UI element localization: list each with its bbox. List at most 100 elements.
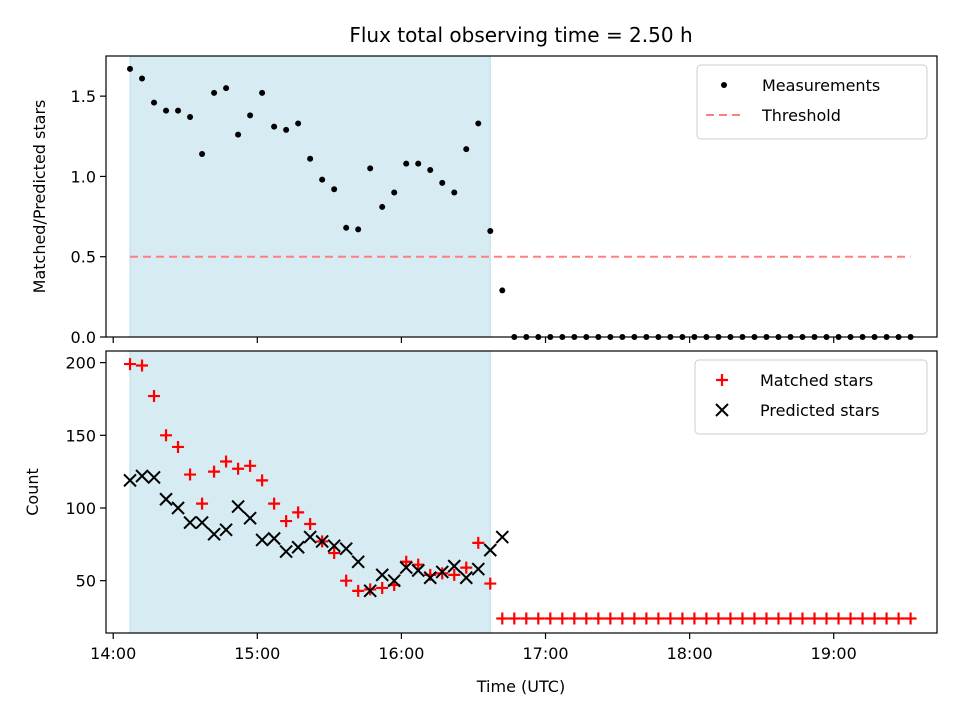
- matched-stars-point: [532, 612, 545, 625]
- matched-stars-point: [592, 612, 605, 625]
- x-tick-label: 19:00: [811, 644, 857, 663]
- matched-stars-point: [712, 612, 725, 625]
- legend-dot-marker: [721, 82, 727, 88]
- predicted-stars-point: [483, 543, 497, 557]
- predicted-stars-point: [303, 530, 317, 544]
- predicted-stars-point: [327, 539, 341, 553]
- predicted-stars-point: [435, 565, 449, 579]
- matched-stars-point: [232, 462, 245, 475]
- predicted-stars-point: [387, 573, 401, 588]
- matched-stars-point: [664, 612, 677, 625]
- measurement-point: [439, 179, 446, 186]
- measurement-point: [451, 189, 458, 196]
- matched-stars-point: [892, 612, 905, 625]
- matched-stars-point: [760, 612, 773, 625]
- matched-stars-point: [364, 583, 377, 596]
- y-tick-label: 1.0: [71, 167, 96, 186]
- matched-stars-point: [448, 568, 461, 581]
- measurement-point: [259, 89, 266, 96]
- y-tick-label: 1.5: [71, 87, 96, 106]
- matched-stars-point: [184, 468, 197, 481]
- matched-stars-point: [568, 612, 581, 625]
- predicted-stars-point: [315, 534, 329, 549]
- predicted-stars-point: [219, 523, 233, 537]
- predicted-stars-point: [195, 515, 209, 530]
- measurement-point: [367, 165, 374, 172]
- predicted-stars-point: [267, 531, 281, 546]
- matched-stars-point: [436, 567, 449, 580]
- matched-stars-point: [724, 612, 737, 625]
- matched-stars-point: [844, 612, 857, 625]
- x-axis-label: Time (UTC): [476, 677, 565, 696]
- predicted-stars-point: [147, 470, 161, 485]
- matched-stars-point: [808, 612, 821, 625]
- y-tick-label: 200: [65, 354, 96, 373]
- y-tick-label: 0.5: [71, 248, 96, 267]
- y-axis-label: Matched/Predicted stars: [30, 100, 49, 294]
- predicted-stars-point: [243, 511, 257, 525]
- legend-x-marker: [715, 403, 729, 417]
- matched-stars-point: [304, 517, 317, 530]
- predicted-stars-point: [375, 568, 389, 582]
- matched-stars-point: [124, 358, 137, 371]
- y-tick-label: 50: [76, 572, 96, 591]
- predicted-stars-point: [447, 559, 461, 573]
- matched-stars-point: [352, 584, 365, 597]
- matched-stars-point: [484, 577, 497, 590]
- measurement-point: [163, 107, 170, 114]
- measurement-point: [295, 120, 302, 127]
- matched-stars-point: [196, 497, 209, 510]
- measurement-point: [415, 160, 422, 167]
- measurement-point: [223, 85, 230, 92]
- matched-stars-point: [160, 429, 173, 442]
- observing-window-shade: [129, 350, 491, 634]
- matched-stars-point: [220, 455, 233, 468]
- matched-stars-point: [148, 390, 161, 403]
- measurement-point: [331, 186, 338, 193]
- matched-stars-point: [904, 612, 917, 625]
- measurement-point: [187, 114, 194, 121]
- legend-label: Measurements: [762, 76, 880, 95]
- matched-stars-point: [580, 612, 593, 625]
- matched-stars-point: [688, 612, 701, 625]
- predicted-stars-point: [183, 515, 197, 530]
- matched-stars-point: [328, 547, 341, 560]
- matched-stars-point: [208, 465, 221, 478]
- predicted-stars-point: [255, 533, 269, 547]
- measurement-point: [307, 155, 314, 162]
- ratio-panel: 0.0 0.5 1.0 1.5 Matched/Predicted stars Measu…: [30, 55, 938, 347]
- predicted-stars-point: [135, 469, 149, 483]
- measurement-point: [319, 176, 326, 183]
- observing-window-shade: [129, 55, 491, 338]
- matched-stars-point: [412, 558, 425, 571]
- y-axis-label: Count: [23, 468, 42, 516]
- matched-stars-point: [172, 440, 185, 453]
- matched-stars-point: [400, 555, 413, 568]
- legend-plus-marker: [716, 374, 728, 386]
- predicted-stars-point: [399, 560, 413, 575]
- measurement-point: [391, 189, 398, 196]
- matched-stars-point: [268, 497, 281, 510]
- predicted-stars-point: [291, 540, 305, 554]
- measurement-point: [343, 224, 350, 231]
- predicted-stars-point: [207, 527, 221, 541]
- y-tick-label: 150: [65, 426, 96, 445]
- predicted-stars-point: [123, 473, 137, 488]
- matched-stars-point: [652, 612, 665, 625]
- matched-stars-point: [376, 581, 389, 594]
- matched-stars-point: [796, 612, 809, 625]
- measurement-point: [487, 228, 494, 235]
- measurement-point: [151, 99, 158, 106]
- measurement-point: [139, 75, 146, 82]
- matched-stars-point: [556, 612, 569, 625]
- matched-stars-point: [700, 612, 713, 625]
- x-tick-label: 18:00: [667, 644, 713, 663]
- measurement-point: [475, 120, 482, 127]
- matched-stars-point: [616, 612, 629, 625]
- matched-stars-point: [880, 612, 893, 625]
- axes-frame: [105, 350, 938, 634]
- figure-title: Flux total observing time = 2.50 h: [349, 23, 692, 47]
- predicted-stars-point: [411, 563, 425, 578]
- matched-stars-point: [244, 459, 257, 472]
